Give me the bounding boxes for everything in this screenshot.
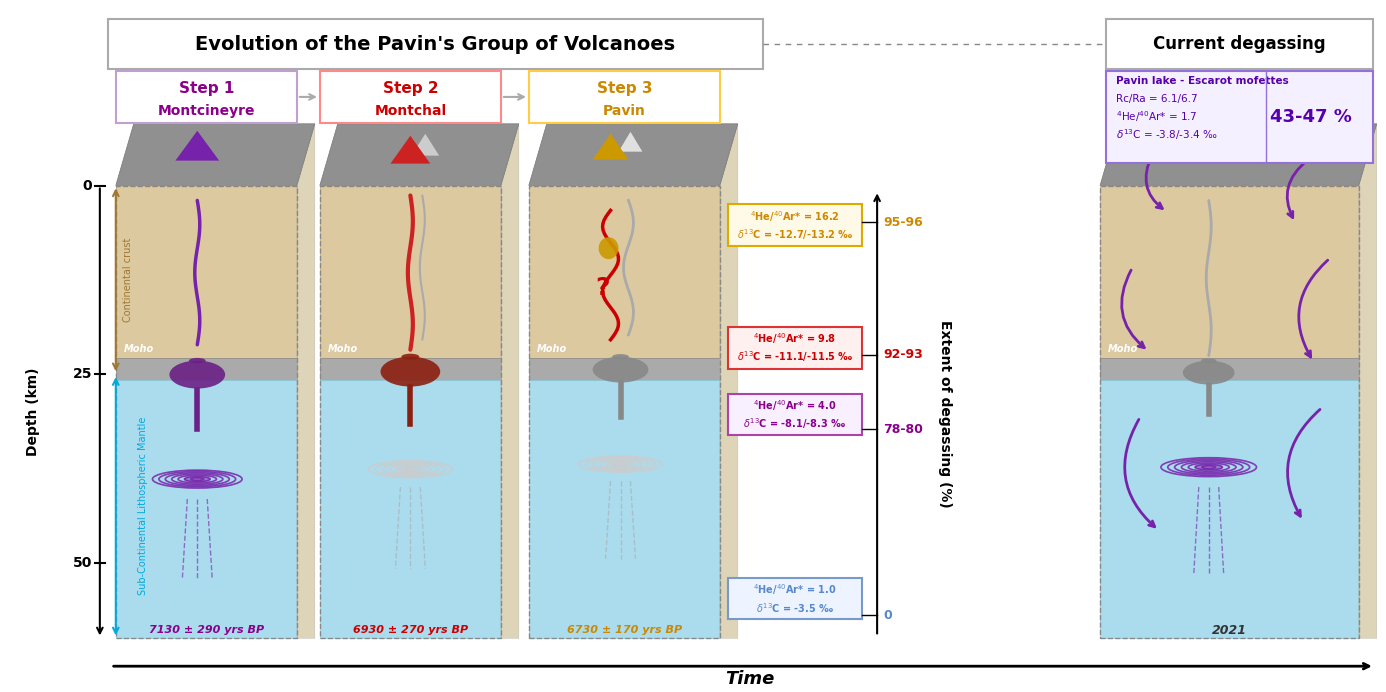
Text: 43-47 %: 43-47 %	[1271, 108, 1353, 126]
Ellipse shape	[1200, 358, 1217, 363]
Polygon shape	[1100, 124, 1376, 185]
Text: $^4$He/$^{40}$Ar* = 9.8: $^4$He/$^{40}$Ar* = 9.8	[754, 331, 837, 346]
Bar	[116, 185, 297, 358]
Text: Moho: Moho	[123, 344, 154, 354]
Bar	[1106, 71, 1372, 163]
Text: 6730 ± 170 yrs BP: 6730 ± 170 yrs BP	[567, 626, 682, 635]
Bar	[116, 380, 297, 638]
Polygon shape	[719, 124, 737, 638]
Text: 50: 50	[72, 556, 91, 570]
Bar	[1100, 358, 1358, 380]
Text: 0: 0	[883, 609, 891, 622]
Bar	[1100, 185, 1358, 638]
Text: Sub-Continental Lithospheric Mantle: Sub-Continental Lithospheric Mantle	[137, 417, 148, 595]
Polygon shape	[412, 134, 439, 156]
Ellipse shape	[188, 358, 205, 363]
Bar	[1100, 185, 1358, 358]
Text: $\delta^{13}$C = -11.1/-11.5 ‰: $\delta^{13}$C = -11.1/-11.5 ‰	[736, 349, 854, 364]
Ellipse shape	[593, 356, 649, 383]
Bar	[529, 185, 719, 638]
Text: $^4$He/$^{40}$Ar* = 1.7: $^4$He/$^{40}$Ar* = 1.7	[1116, 109, 1198, 125]
Polygon shape	[116, 124, 315, 185]
Text: Depth (km): Depth (km)	[26, 367, 40, 456]
Polygon shape	[1193, 135, 1224, 156]
Text: Moho: Moho	[327, 344, 358, 354]
Bar	[320, 380, 500, 638]
Text: Step 3: Step 3	[596, 82, 651, 96]
Bar	[320, 71, 500, 122]
Text: Continental crust: Continental crust	[123, 237, 133, 322]
Polygon shape	[1358, 124, 1376, 638]
Polygon shape	[618, 131, 642, 152]
Ellipse shape	[608, 462, 633, 466]
Bar	[320, 185, 500, 638]
Polygon shape	[297, 124, 315, 638]
Ellipse shape	[381, 356, 441, 387]
Text: Montchal: Montchal	[374, 104, 446, 118]
Polygon shape	[529, 124, 737, 185]
Text: $^4$He/$^{40}$Ar* = 1.0: $^4$He/$^{40}$Ar* = 1.0	[754, 582, 837, 597]
Bar	[320, 185, 500, 358]
Ellipse shape	[1195, 464, 1222, 470]
Bar	[1100, 380, 1358, 638]
Polygon shape	[500, 124, 518, 638]
Bar	[728, 394, 862, 435]
Ellipse shape	[599, 237, 618, 259]
Text: 25: 25	[72, 367, 91, 381]
Text: 6930 ± 270 yrs BP: 6930 ± 270 yrs BP	[353, 626, 468, 635]
Bar	[116, 185, 297, 638]
Bar	[728, 204, 862, 246]
Text: Moho: Moho	[1107, 344, 1138, 354]
Bar	[320, 358, 500, 380]
Text: Step 1: Step 1	[179, 82, 234, 96]
Text: ?: ?	[596, 276, 610, 300]
Bar	[529, 185, 719, 358]
Text: Evolution of the Pavin's Group of Volcanoes: Evolution of the Pavin's Group of Volcan…	[195, 35, 675, 54]
Text: 95-96: 95-96	[883, 216, 923, 229]
Text: Pavin lake - Escarot mofettes: Pavin lake - Escarot mofettes	[1116, 76, 1289, 86]
Text: $\delta^{13}$C = -12.7/-13.2 ‰: $\delta^{13}$C = -12.7/-13.2 ‰	[737, 227, 854, 242]
Text: 92-93: 92-93	[883, 348, 923, 361]
Text: $\delta^{13}$C = -3.5 ‰: $\delta^{13}$C = -3.5 ‰	[755, 601, 834, 614]
Text: Current degassing: Current degassing	[1153, 35, 1325, 53]
Text: Time: Time	[725, 670, 775, 688]
Text: Step 2: Step 2	[383, 82, 438, 96]
Ellipse shape	[402, 354, 420, 360]
Text: 7130 ± 290 yrs BP: 7130 ± 290 yrs BP	[148, 626, 263, 635]
Text: $^4$He/$^{40}$Ar* = 4.0: $^4$He/$^{40}$Ar* = 4.0	[754, 398, 837, 412]
Text: Montcineyre: Montcineyre	[158, 104, 255, 118]
Bar	[116, 358, 297, 380]
Ellipse shape	[398, 466, 423, 472]
Text: $\delta^{13}$C = -3.8/-3.4 ‰: $\delta^{13}$C = -3.8/-3.4 ‰	[1116, 127, 1217, 142]
Ellipse shape	[1182, 361, 1235, 385]
Ellipse shape	[184, 476, 211, 482]
Bar	[529, 380, 719, 638]
Text: 2021: 2021	[1211, 624, 1247, 637]
Bar	[728, 327, 862, 369]
Text: $\delta^{13}$C = -8.1/-8.3 ‰: $\delta^{13}$C = -8.1/-8.3 ‰	[743, 416, 847, 431]
Bar	[529, 71, 719, 122]
Bar	[116, 71, 297, 122]
Polygon shape	[176, 131, 219, 161]
Polygon shape	[320, 124, 518, 185]
Text: 0: 0	[82, 179, 91, 192]
Bar	[529, 358, 719, 380]
Bar	[728, 578, 862, 619]
Ellipse shape	[169, 361, 225, 388]
Text: 78-80: 78-80	[883, 423, 923, 436]
Polygon shape	[391, 136, 430, 163]
Bar	[108, 19, 762, 69]
Text: Pavin: Pavin	[603, 104, 646, 118]
Ellipse shape	[613, 354, 629, 359]
Text: Extent of degassing (%): Extent of degassing (%)	[938, 320, 952, 507]
Text: $^4$He/$^{40}$Ar* = 16.2: $^4$He/$^{40}$Ar* = 16.2	[750, 209, 840, 224]
Text: Moho: Moho	[536, 344, 567, 354]
Bar	[1106, 19, 1372, 69]
Text: Rc/Ra = 6.1/6.7: Rc/Ra = 6.1/6.7	[1116, 94, 1198, 104]
Polygon shape	[593, 134, 628, 160]
